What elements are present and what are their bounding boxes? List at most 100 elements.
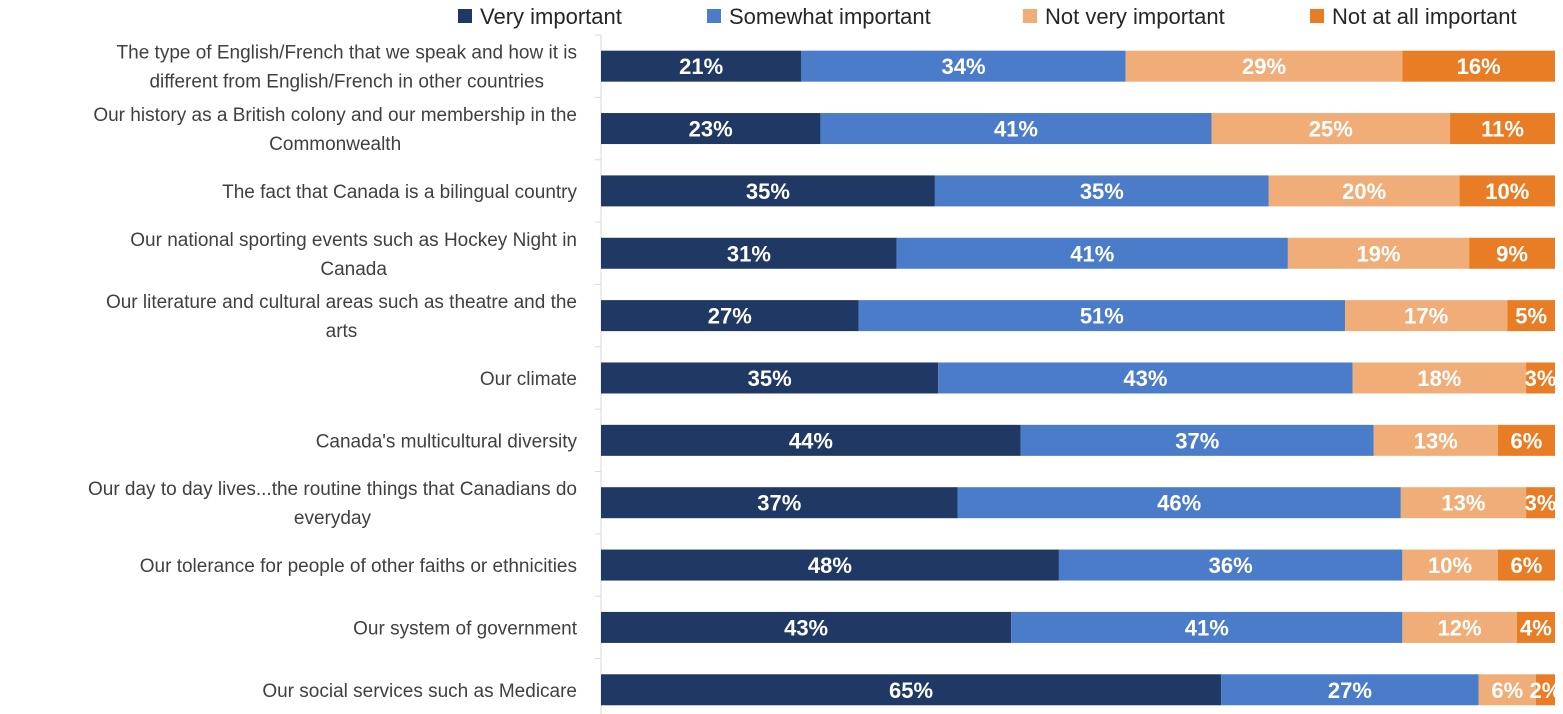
bar-segment	[601, 674, 1222, 706]
bar-value-label: 34%	[941, 54, 985, 79]
category-label-9: Our system of government	[353, 618, 578, 639]
bar-segment	[1020, 424, 1374, 456]
category-label-line: The type of English/French that we speak…	[117, 43, 577, 64]
bar-value-label: 17%	[1404, 304, 1448, 329]
bar-segment	[1459, 175, 1555, 207]
category-label-3: Our national sporting events such as Hoc…	[130, 230, 577, 280]
bar-series	[601, 50, 1555, 706]
bar-segment	[1352, 362, 1527, 394]
bar-segment	[601, 50, 802, 82]
bar-value-label: 3%	[1525, 366, 1557, 391]
category-label-7: Our day to day lives...the routine thing…	[88, 479, 577, 529]
bar-value-label: 29%	[1242, 54, 1286, 79]
bar-value-label: 21%	[679, 54, 723, 79]
bar-segment	[1125, 50, 1403, 82]
bar-segment	[1058, 549, 1403, 581]
category-label-line: Our national sporting events such as Hoc…	[130, 230, 577, 251]
bar-segment	[1507, 300, 1555, 332]
category-label-8: Our tolerance for people of other faiths…	[140, 556, 577, 577]
bar-segment	[1402, 611, 1517, 643]
bar-value-label: 6%	[1510, 428, 1542, 453]
bar-segment	[1526, 362, 1555, 394]
bar-segment	[1287, 237, 1470, 269]
bar-segment	[934, 175, 1269, 207]
bar-value-label: 10%	[1485, 179, 1529, 204]
bar-segment	[1526, 487, 1555, 519]
bar-value-label: 11%	[1481, 117, 1524, 142]
bar-segment	[1011, 611, 1403, 643]
bar-value-label: 13%	[1441, 491, 1485, 516]
bar-segment	[1450, 113, 1555, 145]
bar-segment	[601, 300, 859, 332]
bar-segment	[601, 362, 939, 394]
category-label-line: Our climate	[480, 369, 577, 390]
bar-value-label: 51%	[1080, 304, 1124, 329]
legend-label-1: Somewhat important	[729, 4, 931, 29]
category-label-line: Commonwealth	[269, 134, 401, 155]
bar-segment	[1211, 113, 1451, 145]
bar-value-label: 4%	[1520, 615, 1552, 640]
bar-value-label: 35%	[746, 179, 790, 204]
bar-value-label: 36%	[1209, 553, 1253, 578]
bar-segment	[601, 237, 897, 269]
bar-segment	[1268, 175, 1460, 207]
category-label-4: Our literature and cultural areas such a…	[106, 292, 577, 342]
legend-swatch-2	[1023, 9, 1037, 23]
category-label-5: Our climate	[480, 369, 577, 390]
legend-swatch-3	[1310, 9, 1324, 23]
category-label-line: Canada	[320, 259, 387, 280]
category-label-line: Our history as a British colony and our …	[93, 105, 577, 126]
bar-value-label: 65%	[889, 678, 933, 703]
bar-value-label: 12%	[1438, 615, 1482, 640]
bar-value-label: 43%	[784, 615, 828, 640]
bar-segment	[1516, 611, 1555, 643]
bar-value-label: 5%	[1515, 304, 1547, 329]
bar-segment	[601, 424, 1021, 456]
bar-value-label: 35%	[748, 366, 792, 391]
bar-value-label: 41%	[1185, 615, 1229, 640]
category-label-line: Our social services such as Medicare	[262, 681, 577, 702]
bar-segment	[601, 549, 1059, 581]
bar-value-label: 16%	[1457, 54, 1501, 79]
bar-segment	[601, 113, 821, 145]
bar-value-label: 9%	[1496, 241, 1528, 266]
legend-swatch-1	[707, 9, 721, 23]
bar-value-label: 46%	[1157, 491, 1201, 516]
bar-value-label: 13%	[1414, 428, 1458, 453]
bar-value-label: 37%	[1175, 428, 1219, 453]
bar-value-label: 27%	[708, 304, 752, 329]
category-label-line: arts	[326, 321, 358, 342]
bar-segment	[858, 300, 1346, 332]
bar-value-label: 31%	[727, 241, 771, 266]
bar-segment	[938, 362, 1353, 394]
chart-legend: Very important Somewhat important Not very…	[458, 4, 1517, 29]
category-label-line: Our day to day lives...the routine thing…	[88, 479, 577, 500]
bar-value-label: 25%	[1309, 117, 1353, 142]
bar-value-label: 27%	[1328, 678, 1372, 703]
bar-segment	[601, 487, 958, 519]
bar-segment	[1400, 487, 1527, 519]
category-label-2: The fact that Canada is a bilingual coun…	[222, 182, 577, 203]
bar-value-label: 19%	[1356, 241, 1400, 266]
bar-segment	[1402, 549, 1498, 581]
legend-swatch-0	[458, 9, 472, 23]
category-label-6: Canada's multicultural diversity	[316, 431, 578, 452]
bar-value-label: 41%	[1070, 241, 1114, 266]
bar-value-label: 2%	[1530, 678, 1562, 703]
bar-segment	[1221, 674, 1479, 706]
legend-label-3: Not at all important	[1332, 4, 1517, 29]
bar-segment	[820, 113, 1212, 145]
category-label-line: Our tolerance for people of other faiths…	[140, 556, 577, 577]
category-label-0: The type of English/French that we speak…	[117, 43, 577, 93]
bar-value-label: 6%	[1491, 678, 1523, 703]
bar-segment	[1497, 424, 1555, 456]
bar-segment	[601, 175, 935, 207]
bar-segment	[1497, 549, 1555, 581]
bar-value-label: 23%	[689, 117, 733, 142]
category-label-1: Our history as a British colony and our …	[93, 105, 577, 155]
category-axis	[595, 34, 602, 714]
category-label-line: everyday	[294, 508, 372, 529]
category-label-10: Our social services such as Medicare	[262, 681, 577, 702]
bar-segment	[801, 50, 1126, 82]
